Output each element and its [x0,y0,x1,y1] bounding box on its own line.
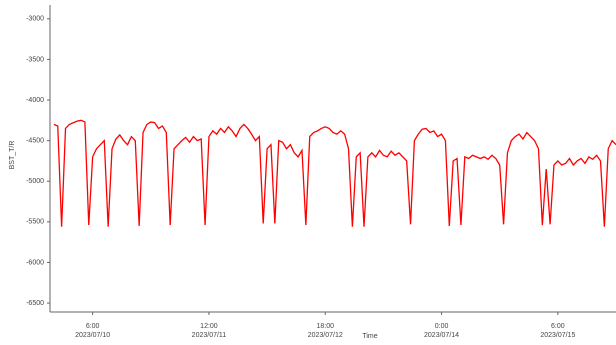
y-tick-label: -4500 [26,137,44,144]
x-tick-label: 6:00 [551,323,565,330]
y-tick-label: -5500 [26,219,44,226]
y-tick-label: -5000 [26,178,44,185]
x-tick-label: 18:00 [316,323,334,330]
y-tick-label: -6500 [26,300,44,307]
x-tick-label: 12:00 [200,323,218,330]
y-tick-label: -4000 [26,97,44,104]
x-tick-label: 2023/07/10 [75,332,110,339]
data-line [53,119,616,227]
y-axis-label: BST_T/R [9,141,16,170]
x-tick-label: 2023/07/14 [424,332,459,339]
x-tick-label: 2023/07/12 [308,332,343,339]
x-tick-label: 2023/07/15 [540,332,575,339]
y-tick-label: -6000 [26,259,44,266]
x-tick-label: 0:00 [435,323,449,330]
x-tick-label: 2023/07/11 [192,332,227,339]
x-tick-label: 6:00 [86,323,100,330]
y-tick-label: -3500 [26,56,44,63]
x-axis-label: Time [362,333,377,340]
y-tick-label: -3000 [26,16,44,23]
